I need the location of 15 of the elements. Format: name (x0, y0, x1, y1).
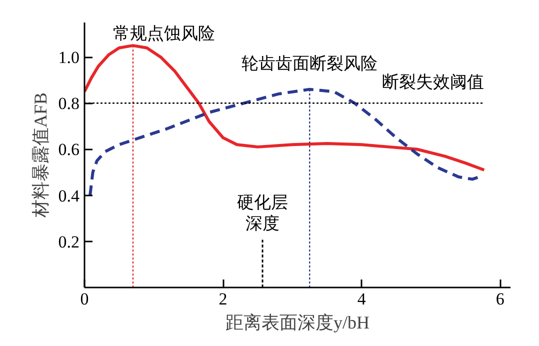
ref-line-label: 常规点蚀风险 (113, 24, 216, 44)
y-tick-label: 0.6 (58, 140, 80, 160)
y-tick-label: 0.4 (58, 186, 80, 206)
x-tick-label: 6 (496, 290, 504, 308)
y-tick-label: 0.8 (58, 94, 80, 114)
x-tick-label: 2 (218, 290, 228, 308)
ref-line-label: 断裂失效阈值 (382, 72, 484, 92)
x-tick-label: 0 (80, 290, 89, 308)
ref-line-label: 轮齿齿面断裂风险 (242, 54, 378, 74)
x-tick-label: 4 (357, 290, 366, 308)
y-tick-label: 1.0 (58, 48, 80, 68)
ref-line-label: 硬化层深度 (237, 192, 288, 233)
y-tick-label: 0.2 (58, 232, 80, 252)
x-axis-title: 距离表面深度y/bH (226, 312, 370, 332)
y-axis-title: 材料暴露值AFB (30, 92, 50, 219)
